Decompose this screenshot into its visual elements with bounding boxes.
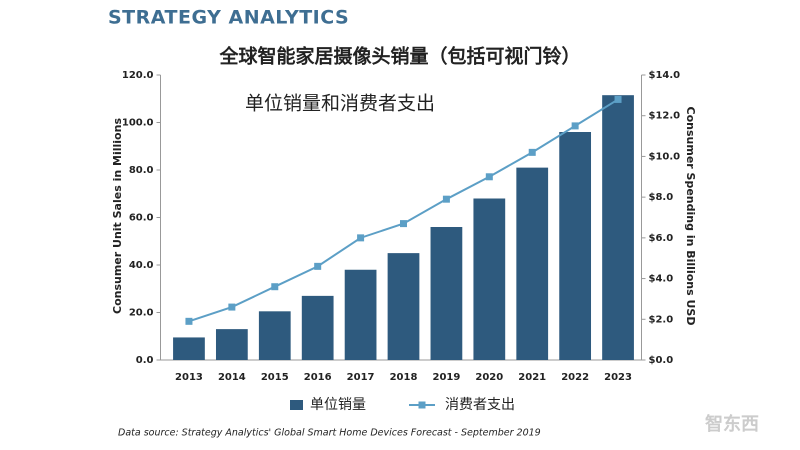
bar: [173, 337, 205, 360]
y2-tick-label: $12.0: [649, 111, 681, 122]
line-marker: [185, 317, 193, 325]
legend-label: 单位销量: [310, 397, 366, 413]
line-marker: [442, 195, 450, 203]
line-marker: [614, 95, 622, 103]
y-tick-label: 40.0: [129, 260, 154, 271]
x-tick-label: 2021: [518, 372, 546, 383]
watermark: 智东西: [705, 413, 759, 435]
source-note: Data source: Strategy Analytics' Global …: [118, 428, 541, 439]
line-marker: [528, 148, 536, 156]
y2-tick-label: $14.0: [649, 70, 681, 81]
line-marker: [400, 220, 407, 228]
y2-tick-label: $10.0: [649, 151, 681, 162]
y2-tick-label: $8.0: [649, 192, 674, 203]
chart-subtitle: 单位销量和消费者支出: [245, 93, 435, 115]
y2-axis-label: Consumer Spending in Billions USD: [684, 107, 697, 326]
line-marker: [571, 122, 579, 130]
y-tick-label: 20.0: [129, 308, 154, 319]
y-tick-label: 0.0: [136, 355, 154, 366]
bar: [559, 132, 592, 360]
x-tick-label: 2017: [347, 372, 375, 383]
bar: [215, 329, 248, 360]
x-tick-label: 2019: [432, 372, 460, 383]
x-tick-label: 2015: [261, 372, 289, 383]
x-tick-label: 2014: [218, 372, 246, 383]
logo: STRATEGY ANALYTICS: [108, 7, 349, 29]
legend-swatch: [418, 401, 426, 409]
x-tick-label: 2013: [175, 372, 203, 383]
y2-tick-label: $2.0: [649, 314, 674, 325]
bar: [387, 253, 420, 360]
bar: [602, 95, 634, 360]
x-tick-label: 2020: [475, 372, 503, 383]
bar: [258, 311, 291, 360]
bar: [430, 227, 463, 360]
y2-tick-label: $6.0: [649, 233, 674, 244]
bar: [344, 269, 377, 360]
y-axis-label: Consumer Unit Sales in Millions: [111, 118, 124, 314]
line-marker: [271, 283, 279, 291]
x-tick-label: 2016: [304, 372, 332, 383]
legend-label: 消费者支出: [445, 397, 515, 413]
x-tick-label: 2018: [390, 372, 418, 383]
y2-tick-label: $4.0: [649, 274, 674, 285]
line-marker: [485, 173, 493, 181]
y-tick-label: 60.0: [129, 213, 154, 224]
legend-swatch: [290, 400, 303, 410]
bar: [516, 167, 549, 360]
bar: [301, 295, 334, 360]
line-marker: [228, 303, 236, 311]
y2-tick-label: $0.0: [649, 355, 674, 366]
bar: [473, 198, 506, 360]
x-tick-label: 2023: [604, 372, 632, 383]
y-tick-label: 80.0: [129, 165, 154, 176]
x-tick-label: 2022: [561, 372, 589, 383]
line-marker: [314, 262, 322, 270]
chart-title: 全球智能家居摄像头销量（包括可视门铃）: [218, 45, 580, 68]
y-tick-label: 120.0: [122, 70, 154, 81]
y-tick-label: 100.0: [122, 118, 154, 129]
line-marker: [357, 234, 365, 242]
